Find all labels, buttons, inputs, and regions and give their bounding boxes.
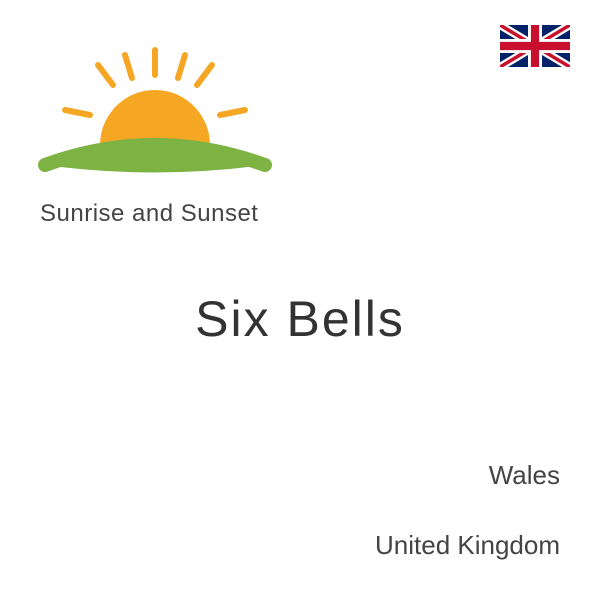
site-name: Sunrise and Sunset — [40, 200, 258, 228]
country-label: United Kingdom — [375, 530, 560, 561]
uk-flag-icon — [500, 25, 570, 67]
sunrise-logo — [30, 30, 280, 195]
region-label: Wales — [489, 460, 560, 491]
place-name: Six Bells — [0, 290, 600, 348]
sunrise-sunset-icon — [30, 30, 280, 190]
